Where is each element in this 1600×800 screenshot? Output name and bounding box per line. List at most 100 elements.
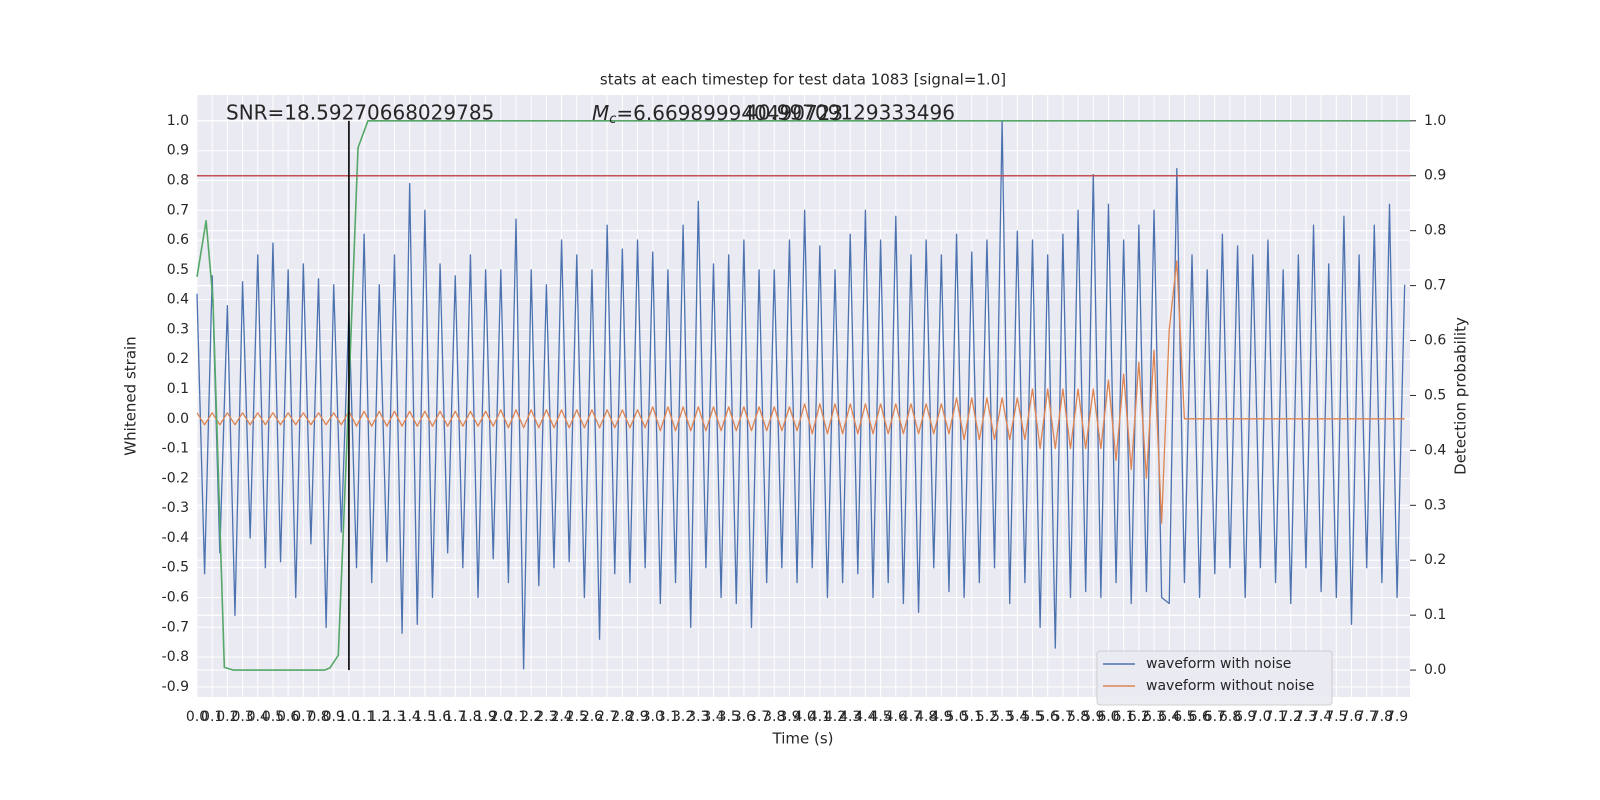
x-tick-label: 6.1 xyxy=(1113,709,1135,725)
overlap-annotation: 40.99709129333496 xyxy=(745,101,955,125)
x-tick-label: 1.5 xyxy=(414,709,436,725)
y-tick-label: 0.9 xyxy=(167,143,189,159)
y-tick-label: -0.2 xyxy=(162,470,189,486)
x-tick-label: 5.4 xyxy=(1006,709,1028,725)
x-tick-label: 4.5 xyxy=(869,709,891,725)
marks xyxy=(196,120,1410,671)
x-tick-label: 6.2 xyxy=(1128,709,1150,725)
x-tick-label: 7.8 xyxy=(1371,709,1393,725)
x-tick-label: 7.1 xyxy=(1264,709,1286,725)
x-tick-label: 3.8 xyxy=(763,709,785,725)
y-tick-label: -0.7 xyxy=(162,619,189,635)
x-tick-label: 0.5 xyxy=(262,709,284,725)
x-tick-label: 6.7 xyxy=(1204,709,1226,725)
x-tick-label: 5.0 xyxy=(945,709,967,725)
x-tick-label: 7.2 xyxy=(1280,709,1302,725)
y2-tick-label: 0.1 xyxy=(1424,607,1446,623)
labels: 0.00.10.20.30.40.50.60.70.80.91.01.11.21… xyxy=(162,113,1447,725)
x-tick-label: 5.7 xyxy=(1052,709,1074,725)
x-tick-label: 4.7 xyxy=(900,709,922,725)
x-tick-label: 3.7 xyxy=(748,709,770,725)
x-tick-label: 6.8 xyxy=(1219,709,1241,725)
x-tick-label: 5.3 xyxy=(991,709,1013,725)
x-tick-label: 0.6 xyxy=(277,709,299,725)
x-tick-label: 4.0 xyxy=(794,709,816,725)
x-tick-label: 7.5 xyxy=(1325,709,1347,725)
y2-tick-label: 0.7 xyxy=(1424,278,1446,294)
legend-label: waveform without noise xyxy=(1146,678,1314,694)
x-tick-label: 3.4 xyxy=(702,709,724,725)
y2-axis-label: Detection probability xyxy=(1452,317,1470,475)
x-tick-label: 7.6 xyxy=(1340,709,1362,725)
x-tick-label: 6.6 xyxy=(1188,709,1210,725)
x-tick-label: 0.8 xyxy=(307,709,329,725)
y2-tick-label: 0.5 xyxy=(1424,387,1446,403)
x-tick-label: 6.5 xyxy=(1173,709,1195,725)
x-tick-label: 1.9 xyxy=(474,709,496,725)
mc-symbol: M xyxy=(592,101,609,125)
y-tick-label: 0.7 xyxy=(167,202,189,218)
x-tick-label: 0.9 xyxy=(323,709,345,725)
x-tick-label: 2.2 xyxy=(520,709,542,725)
y-tick-label: 0.3 xyxy=(167,321,189,337)
series-line xyxy=(196,120,1406,670)
y2-tick-label: 0.6 xyxy=(1424,333,1446,349)
mc-text: =6.669899940490723 xyxy=(616,101,843,125)
y-tick-label: -0.4 xyxy=(162,530,189,546)
y-tick-label: 0.0 xyxy=(167,411,189,427)
x-tick-label: 3.5 xyxy=(718,709,740,725)
legend-label: waveform with noise xyxy=(1146,656,1291,672)
y2-tick-label: 0.4 xyxy=(1424,442,1446,458)
y-tick-label: -0.3 xyxy=(162,500,189,516)
x-tick-label: 0.1 xyxy=(201,709,223,725)
y-tick-label: 0.6 xyxy=(167,232,189,248)
x-tick-label: 4.3 xyxy=(839,709,861,725)
x-tick-label: 4.6 xyxy=(885,709,907,725)
mc-annotation: Mc=6.669899940490723 xyxy=(592,101,843,127)
x-tick-label: 2.3 xyxy=(535,709,557,725)
y-tick-label: -0.1 xyxy=(162,441,189,457)
y2-tick-label: 1.0 xyxy=(1424,113,1446,129)
y-tick-label: -0.5 xyxy=(162,560,189,576)
x-tick-label: 7.0 xyxy=(1249,709,1271,725)
x-tick-label: 1.1 xyxy=(353,709,375,725)
x-tick-label: 5.6 xyxy=(1037,709,1059,725)
x-tick-label: 1.6 xyxy=(429,709,451,725)
x-tick-label: 3.6 xyxy=(733,709,755,725)
mc-subscript: c xyxy=(609,112,616,127)
x-tick-label: 2.1 xyxy=(505,709,527,725)
x-tick-label: 4.4 xyxy=(854,709,876,725)
x-tick-label: 0.4 xyxy=(247,709,269,725)
x-tick-label: 4.1 xyxy=(809,709,831,725)
y-tick-label: -0.6 xyxy=(162,590,189,606)
x-tick-label: 3.1 xyxy=(657,709,679,725)
y-tick-label: -0.9 xyxy=(162,679,189,695)
x-tick-label: 0.2 xyxy=(216,709,238,725)
x-tick-label: 5.5 xyxy=(1021,709,1043,725)
x-axis-label: Time (s) xyxy=(772,730,834,748)
x-tick-label: 1.8 xyxy=(459,709,481,725)
x-tick-label: 5.8 xyxy=(1067,709,1089,725)
y-tick-label: 0.4 xyxy=(167,292,189,308)
x-tick-label: 0.0 xyxy=(186,709,208,725)
x-tick-label: 5.2 xyxy=(976,709,998,725)
y-tick-label: 0.5 xyxy=(167,262,189,278)
y-tick-label: 0.2 xyxy=(167,351,189,367)
x-tick-label: 2.4 xyxy=(550,709,572,725)
x-tick-label: 1.7 xyxy=(444,709,466,725)
x-tick-label: 7.4 xyxy=(1310,709,1332,725)
y2-tick-label: 0.8 xyxy=(1424,223,1446,239)
x-tick-label: 0.3 xyxy=(231,709,253,725)
legend-box xyxy=(1096,650,1333,706)
x-tick-label: 2.7 xyxy=(596,709,618,725)
x-tick-label: 1.0 xyxy=(338,709,360,725)
legend: waveform with noise waveform without nois… xyxy=(1096,650,1333,706)
x-tick-label: 6.9 xyxy=(1234,709,1256,725)
y2-tick-label: 0.0 xyxy=(1424,662,1446,678)
y-axis-label: Whitened strain xyxy=(122,336,140,455)
x-tick-label: 3.2 xyxy=(672,709,694,725)
x-tick-label: 1.3 xyxy=(383,709,405,725)
x-tick-label: 7.7 xyxy=(1356,709,1378,725)
